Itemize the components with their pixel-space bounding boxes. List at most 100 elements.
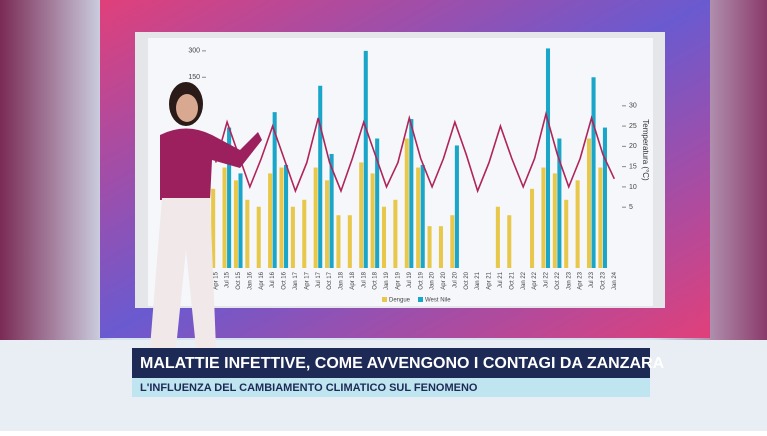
subheadline-bar — [132, 378, 650, 397]
presenter — [150, 82, 262, 348]
x-tick-label: Oct 19 — [418, 271, 424, 289]
bar — [313, 167, 318, 268]
bar — [329, 153, 334, 268]
bar — [454, 145, 459, 268]
x-tick-label: Apr 17 — [304, 271, 310, 289]
headline-bar — [132, 348, 650, 378]
x-tick-label: Jan 19 — [384, 271, 390, 290]
bar — [370, 173, 375, 268]
bar — [279, 167, 284, 268]
x-tick-label: Oct 18 — [373, 271, 379, 289]
x-tick-label: Jul 21 — [498, 271, 504, 288]
bar — [336, 215, 341, 268]
bar — [233, 180, 238, 268]
y2-tick-label: 5 — [629, 204, 633, 211]
x-tick-label: Jan 20 — [430, 271, 436, 290]
chart-panel — [148, 38, 653, 306]
x-tick-label: Oct 22 — [555, 271, 561, 289]
bar — [602, 127, 607, 268]
bar — [222, 167, 227, 268]
x-tick-label: Jan 24 — [612, 271, 618, 290]
bar — [438, 226, 443, 268]
bar — [552, 173, 557, 268]
bar — [272, 112, 277, 268]
legend-label: West Nile — [425, 298, 451, 304]
x-tick-label: Jul 23 — [589, 271, 595, 288]
y-tick-label: 150 — [188, 74, 200, 81]
bar — [409, 119, 414, 269]
x-tick-label: Jan 16 — [247, 271, 253, 290]
x-tick-label: Apr 22 — [532, 271, 538, 289]
x-tick-label: Oct 20 — [464, 271, 470, 289]
bar — [495, 206, 500, 268]
presenter-top — [160, 128, 262, 200]
x-tick-label: Jan 18 — [339, 271, 345, 290]
bar — [290, 206, 295, 268]
x-tick-label: Jul 17 — [316, 271, 322, 288]
x-tick-label: Jan 23 — [566, 271, 572, 290]
x-tick-label: Apr 16 — [259, 271, 265, 289]
x-tick-label: Jan 21 — [475, 271, 481, 290]
bar — [557, 138, 562, 268]
bar — [545, 48, 551, 268]
x-tick-label: Jul 18 — [361, 271, 367, 288]
x-tick-label: Jul 19 — [407, 271, 413, 288]
bar — [393, 199, 398, 268]
y2-tick-label: 30 — [629, 103, 637, 110]
bar — [284, 164, 289, 268]
bar — [245, 199, 250, 268]
bar — [302, 199, 307, 268]
x-tick-label: Apr 18 — [350, 271, 356, 289]
y2-tick-label: 20 — [629, 143, 637, 150]
bar — [325, 180, 330, 268]
bar — [564, 199, 569, 268]
legend-swatch — [382, 297, 387, 302]
x-tick-label: Apr 19 — [395, 271, 401, 289]
x-tick-label: Jan 22 — [521, 271, 527, 290]
bar — [404, 138, 409, 268]
bar — [591, 77, 596, 268]
bar — [375, 138, 380, 268]
bar — [318, 85, 323, 268]
bar — [416, 167, 421, 268]
bar — [586, 138, 592, 268]
x-tick-label: Jul 15 — [225, 271, 231, 288]
bar — [598, 167, 603, 268]
y2-tick-label: 25 — [629, 123, 637, 130]
bar — [575, 180, 580, 268]
bar — [238, 173, 243, 268]
x-tick-label: Oct 17 — [327, 271, 333, 289]
bar — [268, 173, 273, 268]
x-tick-label: Oct 23 — [600, 271, 606, 289]
x-tick-label: Jan 17 — [293, 271, 299, 290]
x-tick-label: Jul 20 — [452, 271, 458, 288]
x-tick-label: Oct 15 — [236, 271, 242, 289]
bar — [541, 167, 546, 268]
y2-tick-label: 15 — [629, 163, 637, 170]
bar — [450, 215, 455, 268]
bar — [530, 188, 535, 268]
bar — [256, 206, 261, 268]
x-tick-label: Jul 22 — [544, 271, 550, 288]
x-tick-label: Oct 21 — [509, 271, 515, 289]
legend-swatch — [418, 297, 423, 302]
legend-label: Dengue — [389, 298, 411, 304]
presenter-face — [176, 94, 198, 122]
subheadline: L'INFLUENZA DEL CAMBIAMENTO CLIMATICO SU… — [140, 382, 478, 394]
x-tick-label: Jul 16 — [270, 271, 276, 288]
y2-tick-label: 10 — [629, 184, 637, 191]
bar — [507, 215, 512, 268]
temperature-line — [214, 110, 616, 194]
headline: MALATTIE INFETTIVE, COME AVVENGONO I CON… — [140, 355, 665, 372]
x-tick-label: Apr 23 — [578, 271, 584, 289]
y2-axis-title: Temperatura (°C) — [641, 119, 650, 181]
x-tick-label: Apr 21 — [487, 271, 493, 289]
x-tick-label: Apr 15 — [213, 271, 219, 289]
bar — [420, 164, 425, 268]
bar — [381, 206, 387, 268]
x-tick-label: Apr 20 — [441, 271, 447, 289]
bar — [359, 162, 364, 268]
bar — [427, 226, 432, 268]
